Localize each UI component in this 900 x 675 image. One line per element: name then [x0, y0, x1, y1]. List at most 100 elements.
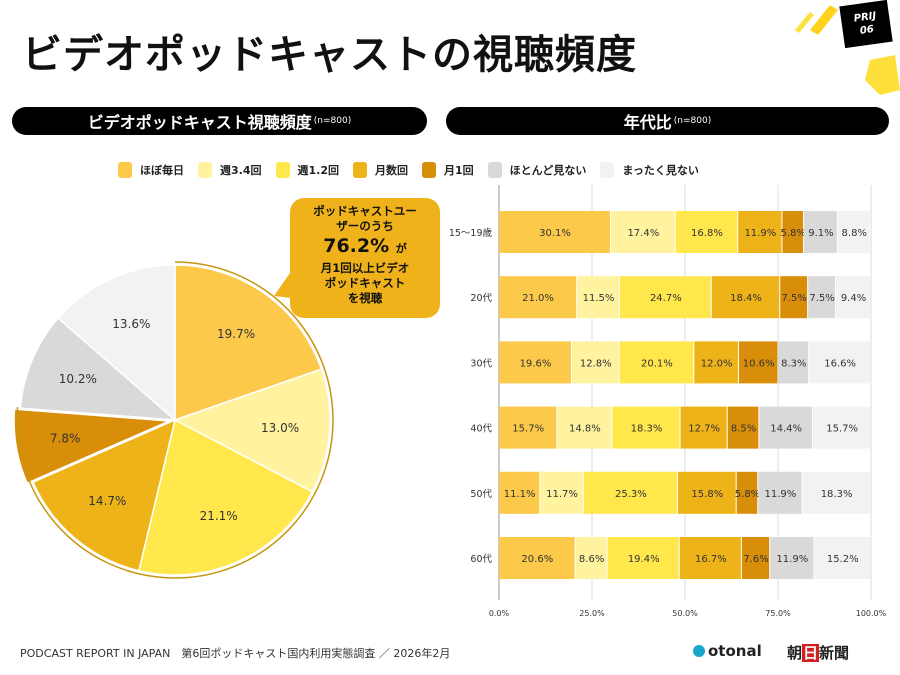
bar-value-label: 12.8% — [580, 358, 612, 369]
pie-label: 13.6% — [112, 317, 150, 331]
pie-slice — [137, 418, 314, 576]
legend-swatch — [487, 162, 502, 178]
bar-segment — [694, 341, 738, 384]
pie-slice — [13, 408, 170, 485]
bar-segment — [812, 406, 871, 449]
bar-segment — [759, 406, 812, 449]
bar-segment — [679, 537, 741, 579]
bar-segment — [612, 406, 680, 449]
bar-segment — [808, 276, 836, 319]
bar-value-label: 18.4% — [730, 293, 762, 304]
callout-bubble: ポッドキャストユー ザーのうち 76.2% が 月1回以上ビデオ ポッドキャスト… — [290, 198, 440, 318]
bar-value-label: 15.7% — [512, 424, 544, 435]
pie-label: 14.7% — [88, 494, 126, 508]
bar-segment — [738, 341, 778, 384]
bar-segment — [837, 211, 870, 253]
category-label: 15〜19歳 — [449, 227, 493, 239]
bar-value-label: 12.0% — [701, 358, 733, 369]
category-label: 30代 — [470, 358, 492, 369]
bar-segment — [836, 276, 870, 319]
bar-segment — [736, 471, 758, 514]
bar-segment — [607, 537, 679, 579]
pie-label: 7.8% — [50, 432, 81, 446]
legend-label: まったく見ない — [622, 164, 699, 177]
bar-segment — [557, 406, 612, 449]
pie-chart: 19.7% 13.0% 21.1% 14.7% 7.8% 10.2% 13.6% — [13, 261, 334, 579]
pie-label: 21.1% — [200, 509, 238, 523]
prij-badge: PRIJ 06 — [839, 0, 893, 49]
category-label: 60代 — [470, 554, 492, 565]
legend-label: ほぼ毎日 — [140, 164, 184, 177]
bar-value-label: 16.7% — [695, 554, 727, 565]
legend-swatch — [422, 162, 436, 178]
asahi-logo: 朝日新聞 — [787, 644, 850, 662]
legend-item: 週1.2回 — [275, 162, 339, 178]
highlight-arc — [16, 261, 334, 579]
bar-value-label: 30.1% — [539, 228, 571, 239]
bar-value-label: 11.9% — [776, 554, 808, 565]
legend-label: 週3.4回 — [220, 164, 262, 177]
bar-value-label: 14.8% — [569, 424, 601, 435]
bar-segment — [499, 276, 577, 319]
bar-segment — [727, 406, 759, 449]
x-tick-label: 25.0% — [579, 609, 605, 618]
bar-value-label: 11.7% — [546, 489, 578, 500]
bar-segment — [778, 341, 809, 384]
bar-value-label: 11.9% — [744, 228, 776, 239]
bar-value-label: 5.8% — [735, 489, 760, 500]
x-tick-label: 50.0% — [672, 609, 698, 618]
legend: ほぼ毎日 週3.4回 週1.2回 月数回 月1回 ほとんど見ない まったく見ない — [118, 162, 699, 178]
bar-segment — [741, 537, 770, 579]
bar-value-label: 9.4% — [841, 293, 866, 304]
legend-label: 月1回 — [444, 164, 474, 177]
pie-slice — [57, 264, 176, 422]
bar-value-label: 5.8% — [781, 228, 806, 239]
bar-value-label: 8.6% — [579, 554, 604, 565]
pie-slice — [32, 418, 177, 572]
legend-swatch — [118, 162, 132, 178]
bar-value-label: 10.6% — [743, 358, 775, 369]
legend-swatch — [600, 162, 615, 178]
bar-segment — [675, 211, 738, 253]
bar-value-label: 9.1% — [808, 228, 833, 239]
bar-value-label: 8.8% — [842, 228, 867, 239]
bar-value-label: 21.0% — [522, 293, 554, 304]
bar-segment — [814, 537, 870, 579]
bar-value-label: 20.6% — [521, 554, 553, 565]
bar-value-label: 12.7% — [688, 424, 720, 435]
bar-value-label: 15.2% — [827, 554, 859, 565]
bar-segment — [583, 471, 677, 514]
bar-segment — [780, 276, 808, 319]
bar-segment — [804, 211, 837, 253]
callout-tail — [274, 270, 292, 298]
bar-segment — [499, 341, 571, 384]
pie-slice — [19, 317, 178, 421]
stacked-bar-chart: 0.0% 25.0% 50.0% 75.0% 100.0% 15〜19歳 30.1% 17.4… — [449, 185, 887, 618]
bar-segment — [499, 471, 540, 514]
bar-segment — [758, 471, 802, 514]
x-tick-label: 100.0% — [856, 609, 887, 618]
bar-segment — [619, 276, 711, 319]
legend-item: まったく見ない — [600, 162, 699, 178]
category-label: 40代 — [470, 424, 492, 435]
x-tick-label: 0.0% — [489, 609, 510, 618]
bar-segment — [802, 471, 870, 514]
footer-text: PODCAST REPORT IN JAPAN 第6回ポッドキャスト国内利用実態… — [20, 647, 451, 660]
bar-segment — [738, 211, 782, 253]
legend-label: 月数回 — [375, 164, 408, 177]
bar-value-label: 18.3% — [631, 424, 663, 435]
bar-segment — [680, 406, 727, 449]
legend-item: ほぼ毎日 — [118, 162, 184, 178]
pie-label: 10.2% — [59, 372, 97, 386]
bar-segment — [577, 276, 619, 319]
bar-value-label: 16.8% — [691, 228, 723, 239]
bar-segment — [610, 211, 675, 253]
legend-item: 月1回 — [422, 162, 474, 178]
bar-value-label: 7.6% — [743, 554, 768, 565]
pie-slice — [173, 368, 331, 493]
bar-segment — [540, 471, 583, 514]
bar-value-label: 20.1% — [641, 358, 673, 369]
bar-value-label: 8.5% — [731, 424, 756, 435]
category-label: 50代 — [470, 489, 492, 500]
bar-value-label: 19.6% — [520, 358, 552, 369]
